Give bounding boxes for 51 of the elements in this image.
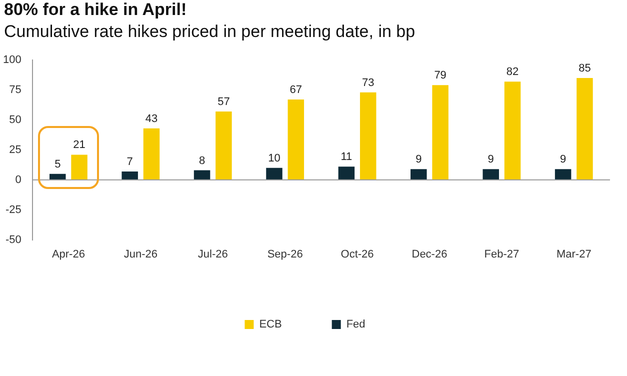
bar xyxy=(50,174,66,180)
data-label: 79 xyxy=(434,70,446,82)
data-label: 9 xyxy=(560,154,566,166)
data-label: 85 xyxy=(578,62,591,75)
data-label: 82 xyxy=(506,66,519,78)
x-tick-label: Apr-26 xyxy=(52,248,85,260)
data-label: 7 xyxy=(126,156,133,168)
chart-title: 80% for a hike in April! xyxy=(4,0,187,20)
bar xyxy=(504,82,521,180)
y-tick-label: 100 xyxy=(2,54,22,66)
x-tick-label: Sep-26 xyxy=(267,248,303,260)
bar xyxy=(266,168,282,180)
bar xyxy=(360,92,376,180)
data-label: 21 xyxy=(73,139,86,152)
bar xyxy=(482,169,499,180)
y-tick-label: -50 xyxy=(5,234,22,246)
data-label: 10 xyxy=(268,152,280,164)
data-label: 9 xyxy=(488,154,494,166)
bar xyxy=(338,166,355,180)
data-label: 8 xyxy=(198,154,206,167)
bar xyxy=(71,154,88,180)
bar xyxy=(576,78,593,180)
data-label: 5 xyxy=(54,158,61,170)
y-tick-label: 75 xyxy=(9,84,22,96)
data-label: 43 xyxy=(145,112,158,125)
legend-label: Fed xyxy=(346,318,366,331)
y-tick-label: 0 xyxy=(15,174,22,186)
y-tick-label: 50 xyxy=(9,114,22,126)
bar xyxy=(216,112,232,180)
data-label: 11 xyxy=(340,151,352,164)
x-tick-label: Dec-26 xyxy=(412,248,448,260)
chart-subtitle: Cumulative rate hikes priced in per meeting date, in bp xyxy=(4,22,416,42)
bar xyxy=(194,170,210,180)
x-tick-label: Jul-26 xyxy=(198,248,228,260)
data-label: 73 xyxy=(362,76,374,89)
y-tick-label: -25 xyxy=(5,204,22,216)
bar xyxy=(122,171,138,180)
data-label: 9 xyxy=(416,154,422,166)
x-tick-label: Jun-26 xyxy=(124,248,158,260)
x-tick-label: Feb-27 xyxy=(484,248,520,260)
x-tick-label: Oct-26 xyxy=(340,248,374,260)
bar xyxy=(288,100,304,180)
data-label: 67 xyxy=(290,84,302,96)
bar xyxy=(410,169,427,180)
bar xyxy=(554,169,572,180)
bar xyxy=(143,128,160,180)
legend-label: ECB xyxy=(259,318,282,331)
y-tick-label: 25 xyxy=(9,144,22,156)
data-label: 57 xyxy=(218,96,230,108)
bar xyxy=(432,85,448,180)
x-tick-label: Mar-27 xyxy=(556,248,592,260)
